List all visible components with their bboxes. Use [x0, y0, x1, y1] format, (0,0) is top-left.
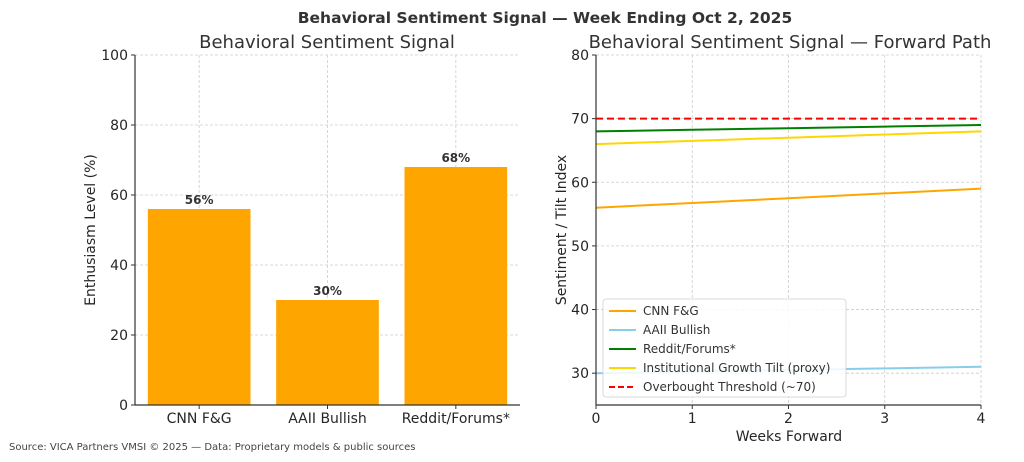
bar-chart-y-tick-label: 40	[110, 258, 128, 274]
line-chart-x-tick-label: 2	[784, 411, 793, 427]
bar	[147, 209, 251, 405]
bar-data-label: 56%	[185, 193, 214, 207]
bar-chart-x-tick-label: AAII Bullish	[288, 411, 367, 427]
line-chart-x-ticks: 0 1 2 3 4	[592, 405, 986, 427]
bar-data-label: 30%	[313, 284, 342, 298]
bar-chart-title: Behavioral Sentiment Signal	[199, 32, 455, 53]
line-chart-x-tick-label: 0	[592, 411, 601, 427]
bar-data-label: 68%	[441, 151, 470, 165]
bar-chart-x-tick-label: Reddit/Forums*	[402, 411, 510, 427]
bar-chart-y-tick-label: 0	[119, 398, 128, 414]
line-chart-y-tick-label: 60	[571, 175, 589, 191]
line-chart-x-tick-label: 1	[688, 411, 697, 427]
source-footer: Source: VICA Partners VMSI © 2025 — Data…	[9, 442, 415, 453]
bar-chart-x-tick-label: CNN F&G	[167, 411, 232, 427]
line-chart-y-tick-label: 70	[571, 112, 589, 128]
legend-label: CNN F&G	[643, 304, 699, 318]
line-chart-y-ticks: 30 40 50 60 70 80	[571, 48, 596, 382]
bar-chart-y-label: Enthusiasm Level (%)	[83, 154, 99, 306]
bar-chart-y-tick-label: 100	[101, 48, 128, 64]
line-chart-y-tick-label: 50	[571, 239, 589, 255]
bar-chart-data-labels: 56% 30% 68%	[185, 151, 470, 298]
line-chart-x-label: Weeks Forward	[736, 429, 842, 445]
series-line-cnn-f-g	[595, 187, 982, 209]
bar-chart-bars	[147, 167, 508, 405]
line-chart-x-tick-label: 3	[880, 411, 889, 427]
line-chart-y-tick-label: 30	[571, 366, 589, 382]
bar-chart-y-tick-label: 20	[110, 328, 128, 344]
legend-frame	[602, 298, 847, 398]
legend-label: AAII Bullish	[643, 323, 710, 337]
line-chart-x-tick-label: 4	[977, 411, 986, 427]
line-chart-y-label: Sentiment / Tilt Index	[554, 155, 570, 305]
bar-chart-y-tick-label: 60	[110, 188, 128, 204]
bar-chart-y-ticks: 0 20 40 60 80 100	[101, 48, 135, 414]
bar-chart-x-ticks: CNN F&G AAII Bullish Reddit/Forums*	[167, 405, 510, 427]
line-chart: Behavioral Sentiment Signal — Forward Pa…	[554, 32, 991, 445]
legend-label: Overbought Threshold (~70)	[643, 380, 816, 394]
bar-chart-y-tick-label: 80	[110, 118, 128, 134]
line-chart-title: Behavioral Sentiment Signal — Forward Pa…	[589, 32, 992, 53]
series-line-institutional-growth-tilt-proxy	[595, 130, 982, 146]
bar	[404, 167, 508, 405]
line-chart-grid	[595, 54, 982, 405]
line-chart-y-tick-label: 40	[571, 303, 589, 319]
legend-label: Institutional Growth Tilt (proxy)	[643, 361, 830, 375]
line-chart-y-tick-label: 80	[571, 48, 589, 64]
legend-label: Reddit/Forums*	[643, 342, 736, 356]
series-line-reddit-forums	[595, 124, 982, 133]
bar-chart: Behavioral Sentiment Signal 56% 30% 68% 0 2…	[83, 32, 520, 427]
bar	[276, 300, 379, 405]
figure-suptitle: Behavioral Sentiment Signal — Week Endin…	[298, 9, 793, 27]
line-chart-legend: CNN F&G AAII Bullish Reddit/Forums* Institu…	[602, 298, 847, 398]
